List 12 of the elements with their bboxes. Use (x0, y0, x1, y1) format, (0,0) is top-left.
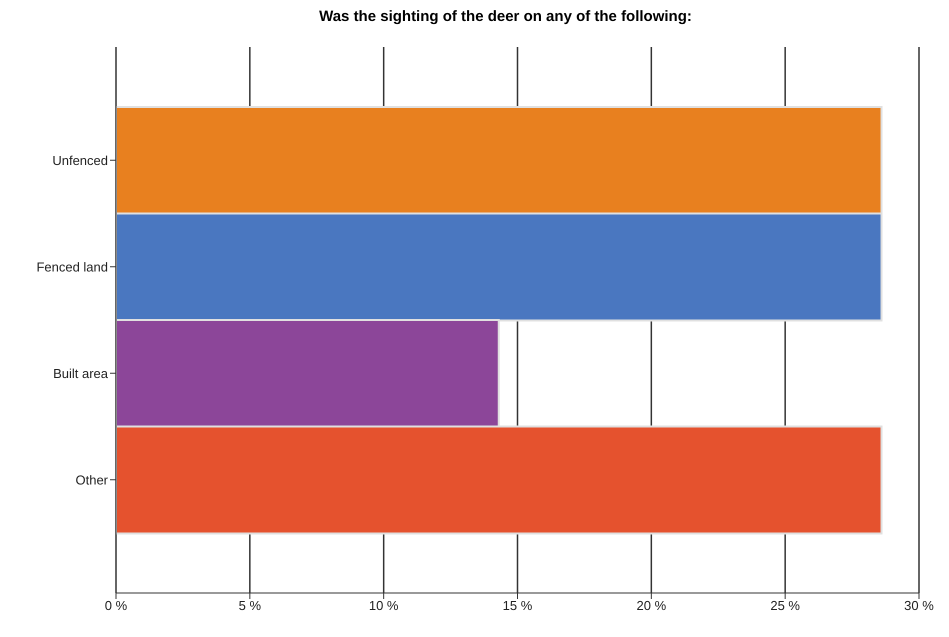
y-tick-label: Unfenced (52, 152, 108, 168)
y-tick-label: Fenced land (36, 259, 108, 274)
chart-title: Was the sighting of the deer on any of the following: (318, 8, 693, 25)
x-tick-label: 15 % (502, 598, 533, 614)
x-tick-label: 30 % (904, 598, 934, 614)
x-tick-label: 10 % (368, 598, 399, 614)
y-tick-label: Other (75, 472, 109, 488)
x-tick-label: 25 % (770, 598, 800, 614)
y-tick-label: Built area (53, 366, 109, 381)
x-tick-label: 20 % (636, 598, 667, 614)
x-tick-label: 0 % (104, 598, 128, 614)
x-tick-label: 5 % (238, 598, 262, 614)
